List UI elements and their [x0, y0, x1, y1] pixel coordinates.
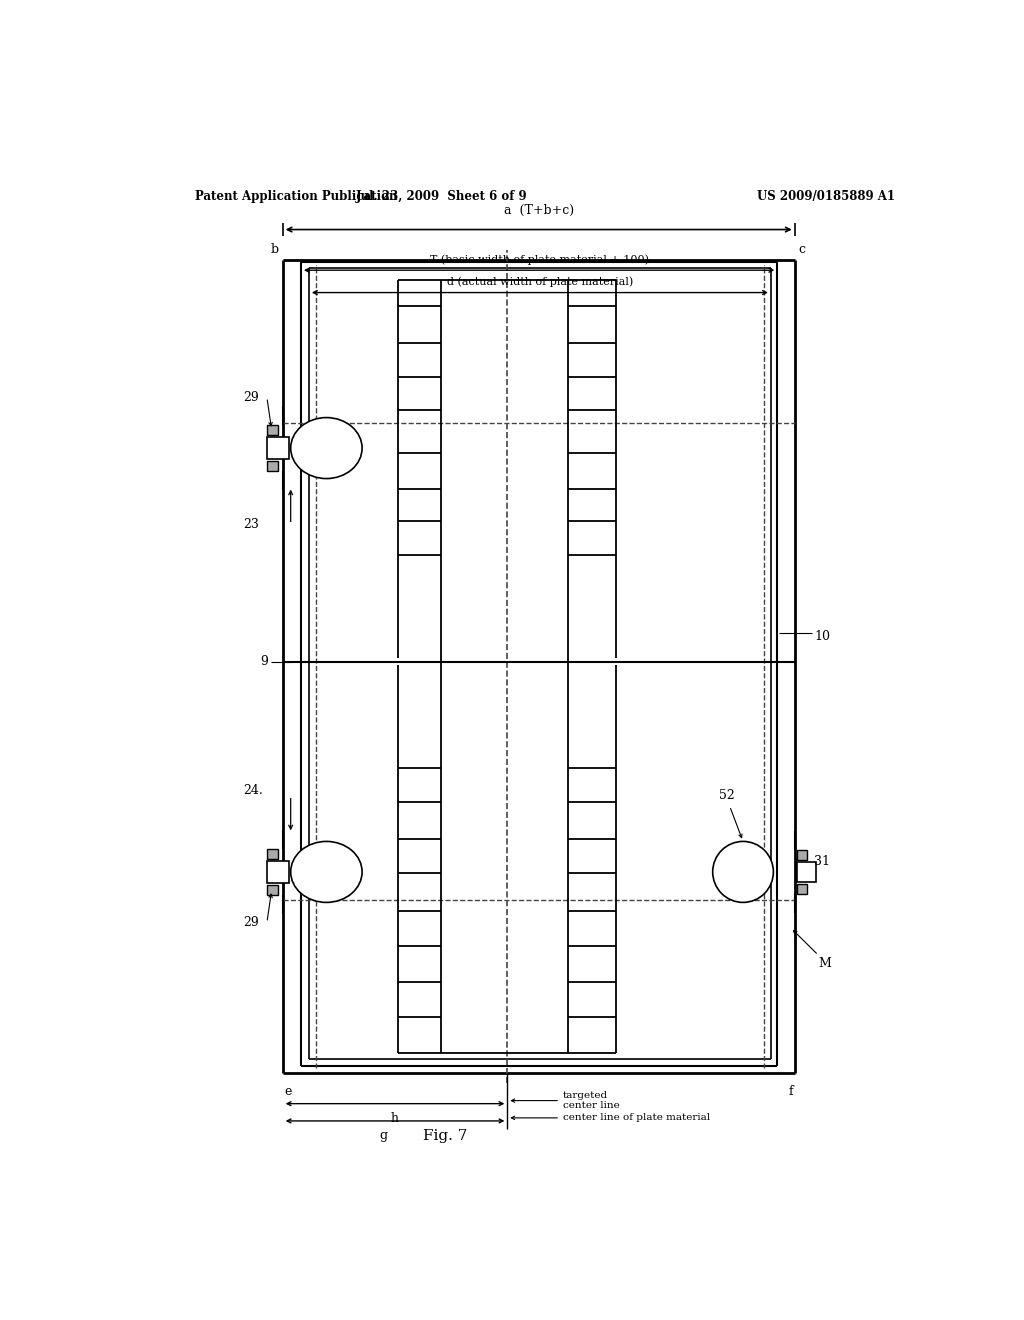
- Text: 10: 10: [814, 630, 830, 643]
- Ellipse shape: [713, 841, 773, 903]
- Text: a  (T+b+c): a (T+b+c): [504, 205, 573, 218]
- Bar: [797, 850, 807, 859]
- Bar: [267, 861, 290, 883]
- Text: 29: 29: [243, 916, 259, 929]
- Text: b: b: [270, 243, 279, 256]
- Ellipse shape: [291, 417, 362, 479]
- Text: US 2009/0185889 A1: US 2009/0185889 A1: [758, 190, 895, 202]
- Bar: [267, 437, 290, 459]
- Text: M: M: [818, 957, 831, 970]
- Text: Patent Application Publication: Patent Application Publication: [196, 190, 398, 202]
- Text: Jul. 23, 2009  Sheet 6 of 9: Jul. 23, 2009 Sheet 6 of 9: [355, 190, 527, 202]
- Text: targeted
center line: targeted center line: [511, 1090, 620, 1110]
- Text: e: e: [285, 1085, 292, 1098]
- Text: c: c: [799, 243, 806, 256]
- Text: 52: 52: [719, 789, 735, 803]
- Bar: [267, 461, 279, 471]
- Bar: [267, 849, 279, 859]
- Text: 29: 29: [243, 391, 259, 404]
- Text: h: h: [391, 1111, 399, 1125]
- Text: T (basic width of plate material + 100): T (basic width of plate material + 100): [430, 255, 648, 265]
- Text: 23: 23: [243, 517, 259, 531]
- Text: d (actual width of plate material): d (actual width of plate material): [446, 277, 633, 288]
- Text: 31: 31: [814, 855, 830, 869]
- Text: f: f: [788, 1085, 793, 1098]
- Bar: [267, 886, 279, 895]
- Text: center line of plate material: center line of plate material: [511, 1113, 710, 1122]
- Bar: [267, 425, 279, 434]
- Text: 9: 9: [260, 655, 268, 668]
- Text: 24.: 24.: [243, 784, 263, 797]
- Ellipse shape: [291, 841, 362, 903]
- Bar: [797, 862, 816, 882]
- Text: Fig. 7: Fig. 7: [423, 1129, 468, 1143]
- Text: g: g: [379, 1129, 387, 1142]
- Bar: [797, 884, 807, 894]
